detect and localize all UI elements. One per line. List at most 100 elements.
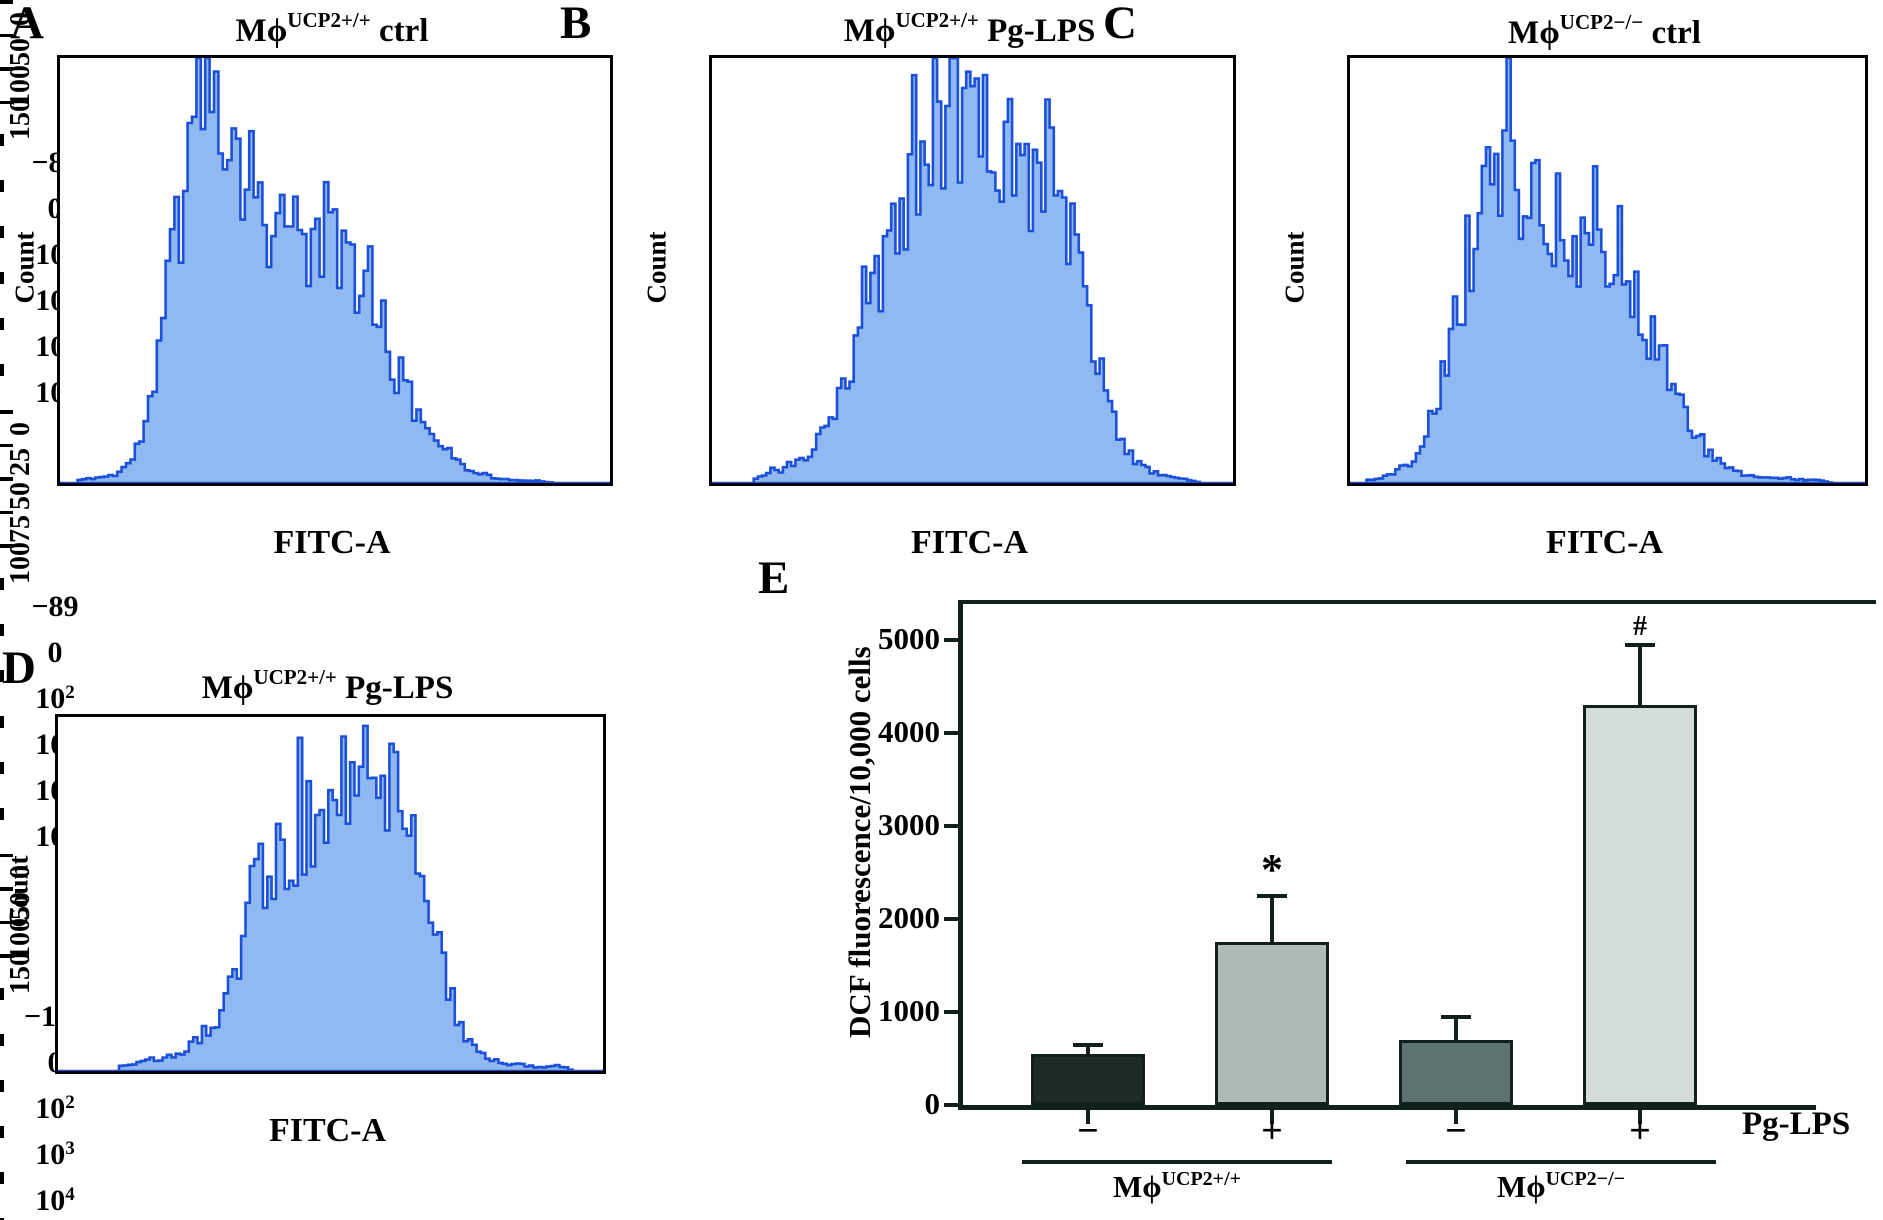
- e-y-tick-mark: [944, 1010, 958, 1014]
- x-tick-mark-B: [0, 761, 4, 774]
- x-tick-mark-B: [0, 669, 4, 682]
- y-tick-label-B: 100: [5, 541, 36, 584]
- x-tick-label-C: 103: [35, 1137, 75, 1171]
- y-tick-mark-A: [0, 100, 13, 104]
- y-axis-label-c: Count: [1279, 231, 1310, 304]
- histogram-trace-A: [60, 58, 610, 483]
- x-tick-mark-C: [0, 987, 4, 1000]
- e-category-tick: [1638, 1110, 1642, 1124]
- y-tick-label-C: 150: [5, 951, 36, 994]
- e-x-axis: [958, 1105, 1816, 1110]
- e-bar-2: [1215, 942, 1329, 1105]
- e-group-label: MϕUCP2−/−: [1496, 1168, 1626, 1204]
- x-tick-mark-A: [0, 134, 4, 146]
- x-tick-mark-A: [0, 226, 4, 238]
- x-tick-mark-B: [0, 623, 4, 636]
- e-y-tick-label: 5000: [878, 621, 940, 656]
- panel-title-d: MϕUCP2+/+ Pg-LPS: [201, 665, 454, 706]
- e-y-axis: [958, 600, 963, 1110]
- e-pg-lps-sign: −: [1077, 1110, 1099, 1152]
- x-axis-label-a: FITC-A: [273, 524, 391, 561]
- y-tick-mark-B: [0, 477, 13, 481]
- x-axis-label-b: FITC-A: [910, 524, 1029, 561]
- e-y-tick-mark: [944, 824, 958, 828]
- x-tick-label-B: 0: [47, 635, 63, 669]
- e-significance-mark: *: [1261, 844, 1283, 894]
- panel-letter-a: A: [10, 0, 44, 49]
- y-tick-mark-B: [0, 443, 13, 447]
- e-error-cap: [1257, 893, 1287, 898]
- histogram-plot-c: [1347, 55, 1868, 486]
- x-tick-mark-C: [0, 1033, 4, 1046]
- histogram-plot-b: [709, 55, 1236, 486]
- e-error-whisker: [1454, 1016, 1458, 1040]
- e-pg-lps-sign: +: [1629, 1110, 1651, 1152]
- panel-title-b: MϕUCP2+/+ Pg-LPS: [843, 8, 1096, 49]
- e-y-tick-mark: [944, 917, 958, 921]
- histogram-plot-d: [55, 714, 606, 1074]
- e-error-cap: [1073, 1042, 1103, 1047]
- x-tick-mark-B: [0, 577, 4, 590]
- panel-title-c: MϕUCP2−/− ctrl: [1508, 10, 1701, 51]
- panel-letter-e: E: [758, 552, 790, 604]
- e-error-whisker: [1638, 644, 1642, 706]
- x-tick-label-C: 104: [35, 1183, 75, 1217]
- histogram-plot-a: [57, 55, 613, 486]
- x-tick-mark-A: [0, 272, 4, 284]
- histogram-trace-C: [1350, 58, 1865, 483]
- e-top-rule: [958, 600, 1876, 604]
- x-tick-label-B: 102: [35, 681, 75, 715]
- y-axis-label-a: Count: [9, 231, 40, 304]
- e-group-underline: [1022, 1160, 1332, 1164]
- e-bar-1: [1031, 1053, 1145, 1105]
- e-significance-mark: #: [1633, 610, 1647, 642]
- e-group-underline: [1406, 1160, 1716, 1164]
- x-tick-mark-C: [0, 1125, 4, 1138]
- y-tick-mark-A: [0, 33, 13, 37]
- e-error-whisker: [1270, 895, 1274, 943]
- e-error-cap: [1625, 642, 1655, 647]
- e-y-tick-label: 3000: [878, 807, 940, 842]
- y-tick-mark-A: [0, 0, 13, 4]
- y-tick-mark-C: [0, 920, 13, 924]
- e-y-tick-mark: [944, 1103, 958, 1107]
- e-error-whisker: [1086, 1044, 1090, 1054]
- x-tick-mark-B: [0, 807, 4, 820]
- y-tick-label-A: 150: [5, 98, 36, 140]
- e-category-tick: [1454, 1110, 1458, 1124]
- y-axis-label-b: Count: [641, 231, 672, 304]
- e-bar-4: [1583, 705, 1697, 1105]
- e-category-tick: [1086, 1110, 1090, 1124]
- histogram-trace-B: [712, 58, 1233, 483]
- e-pg-lps-sign: −: [1445, 1110, 1467, 1152]
- e-pg-lps-label: Pg-LPS: [1742, 1106, 1851, 1142]
- y-tick-mark-B: [0, 544, 13, 548]
- e-y-tick-label: 4000: [878, 714, 940, 749]
- x-axis-label-d: FITC-A: [268, 1112, 387, 1149]
- x-tick-mark-C: [0, 1079, 4, 1092]
- e-y-tick-mark: [944, 731, 958, 735]
- x-axis-label-c: FITC-A: [1545, 524, 1664, 561]
- e-category-tick: [1270, 1110, 1274, 1124]
- x-tick-mark-C: [0, 1217, 4, 1220]
- x-tick-label-B: −89: [31, 589, 79, 623]
- panel-letter-c: C: [1103, 0, 1137, 49]
- e-error-cap: [1441, 1014, 1471, 1019]
- e-y-tick-label: 0: [924, 1086, 941, 1121]
- panel-title-a: MϕUCP2+/+ ctrl: [235, 8, 429, 49]
- panel-letter-b: B: [560, 0, 592, 49]
- e-group-label: MϕUCP2+/+: [1112, 1168, 1242, 1204]
- x-tick-label-C: 102: [35, 1091, 75, 1125]
- e-bar-3: [1399, 1039, 1513, 1105]
- y-tick-mark-C: [0, 887, 13, 891]
- e-y-tick-label: 1000: [878, 993, 940, 1028]
- x-tick-mark-C: [0, 1171, 4, 1184]
- y-tick-mark-A: [0, 67, 13, 71]
- panel-letter-d: D: [2, 642, 36, 694]
- histogram-trace-D: [58, 724, 603, 1071]
- y-tick-mark-C: [0, 853, 13, 857]
- e-y-tick-label: 2000: [878, 900, 940, 935]
- e-y-tick-mark: [944, 638, 958, 642]
- e-pg-lps-sign: +: [1261, 1110, 1283, 1152]
